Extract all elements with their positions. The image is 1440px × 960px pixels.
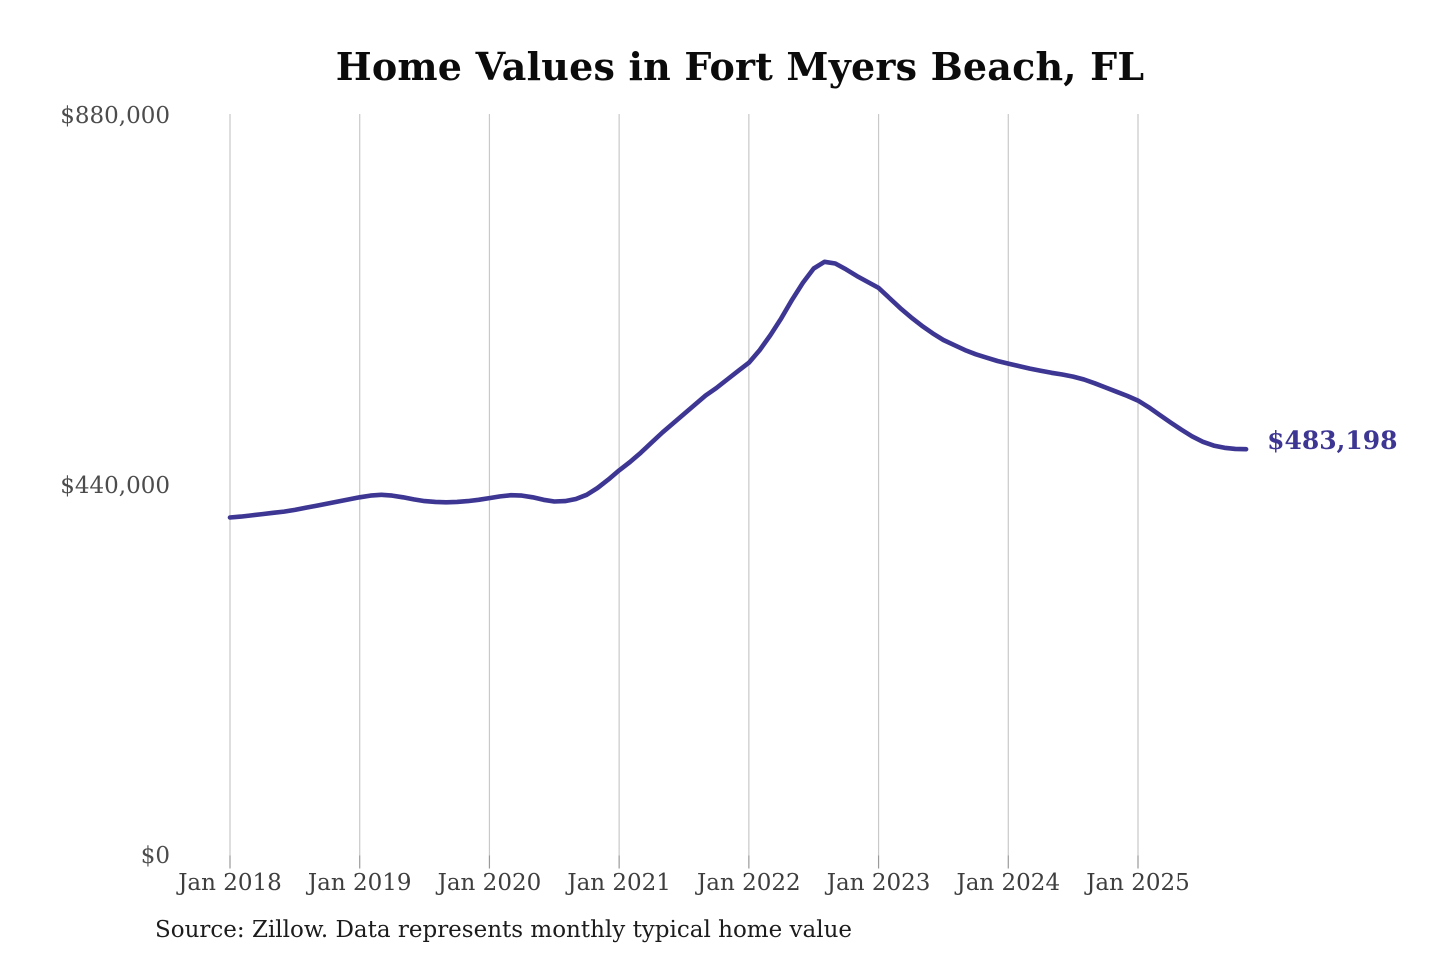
x-axis-label-jan-2018: Jan 2018 — [178, 869, 282, 896]
y-axis-label-440000: $440,000 — [60, 472, 170, 499]
y-axis-label-880000: $880,000 — [60, 102, 170, 129]
current-value-label: $483,198 — [1267, 426, 1398, 456]
home-value-line — [227, 259, 1249, 520]
x-axis-label-jan-2025: Jan 2025 — [1086, 869, 1190, 896]
x-axis-label-jan-2023: Jan 2023 — [826, 869, 931, 896]
chart-title: Home Values in Fort Myers Beach, FL — [335, 44, 1145, 89]
x-axis-label-jan-2020: Jan 2020 — [437, 869, 542, 896]
source-note: Source: Zillow. Data represents monthly … — [155, 917, 853, 943]
x-axis-label-jan-2019: Jan 2019 — [307, 869, 412, 896]
x-axis-label-jan-2021: Jan 2021 — [567, 869, 671, 896]
y-axis-label-0: $0 — [140, 842, 170, 869]
x-axis-label-jan-2022: Jan 2022 — [697, 869, 801, 896]
x-axis-label-jan-2024: Jan 2024 — [956, 869, 1061, 896]
